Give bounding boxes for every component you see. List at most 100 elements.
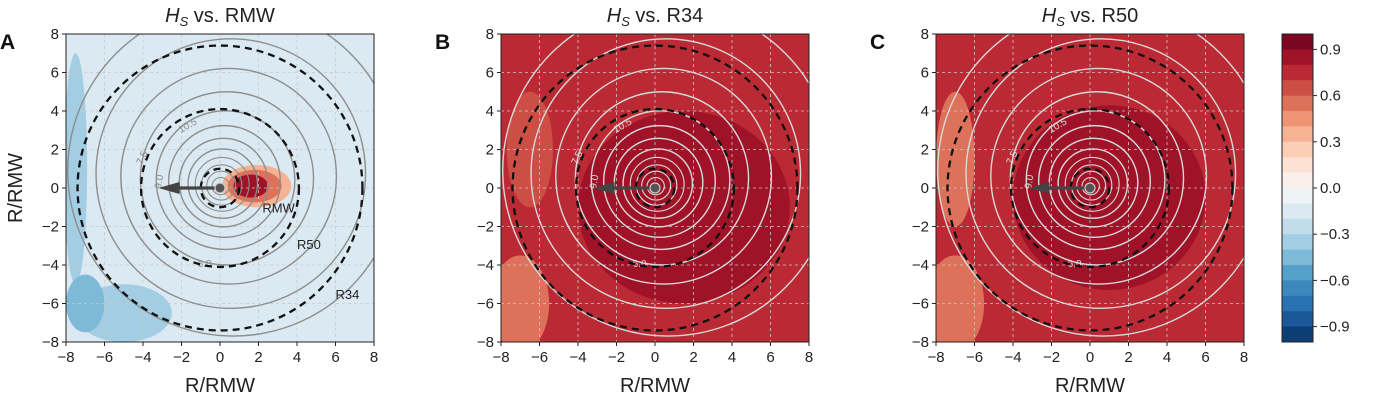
circle-label-rmw: RMW — [262, 200, 295, 215]
colorbar: 0.9 0.6 0.3 0.0 −0.3 −0.6 −0.9 — [1281, 33, 1350, 343]
contour-line — [120, 67, 338, 285]
contour-line — [629, 156, 685, 212]
y-tick-label: 6 — [921, 65, 929, 82]
y-tick-label: −4 — [477, 257, 494, 274]
y-tick-label: −2 — [477, 219, 494, 236]
x-tick-label: 4 — [728, 349, 736, 366]
contour-line — [139, 91, 315, 266]
x-axis-label: R/RMW — [620, 375, 690, 397]
contour-line — [646, 176, 665, 196]
y-tick-label: −6 — [477, 296, 494, 313]
x-tick-label: 8 — [370, 349, 378, 366]
contour-label: 7.5 — [570, 149, 586, 167]
colorbar-tick-label: 0.0 — [1320, 180, 1341, 197]
circle-r34 — [511, 44, 799, 332]
circle-r34 — [946, 44, 1234, 332]
contour-line — [1057, 148, 1129, 219]
contour-label: 7.5 — [135, 149, 151, 167]
x-tick-label: −2 — [173, 349, 190, 366]
contour-label: 9.0 — [588, 174, 601, 190]
x-tick-label: −8 — [927, 349, 944, 366]
circle-r34 — [76, 44, 364, 332]
colorbar-tick-label: 0.9 — [1320, 41, 1341, 58]
panel-letter: B — [435, 31, 450, 54]
x-tick-label: 4 — [1163, 349, 1171, 366]
colorbar-step — [1282, 311, 1313, 328]
colorbar-step — [1282, 95, 1313, 112]
x-axis-label: R/RMW — [185, 375, 255, 397]
colorbar-step — [1282, 141, 1313, 158]
contour-line — [67, 34, 374, 337]
field-layer: 7.59.010.56.0 — [501, 34, 809, 342]
colorbar-step — [1282, 188, 1313, 204]
x-tick-label: −8 — [57, 349, 74, 366]
y-tick-label: 2 — [51, 142, 59, 159]
field-layer: 7.59.010.56.0 — [936, 34, 1244, 342]
colorbar-step — [1282, 265, 1313, 281]
contour-line — [590, 110, 731, 251]
x-tick-label: 2 — [1124, 349, 1132, 366]
colorbar-step — [1282, 172, 1313, 189]
colorbar-tick-label: 0.6 — [1320, 88, 1341, 105]
field-blob — [936, 91, 975, 227]
x-tick-label: 0 — [216, 349, 224, 366]
x-tick-label: −8 — [492, 349, 509, 366]
contour-line — [965, 38, 1237, 310]
colorbar-step — [1282, 49, 1313, 66]
y-tick-label: 0 — [51, 180, 59, 197]
contour-line — [155, 110, 296, 251]
field-blob — [936, 255, 985, 342]
colorbar-tick-label: −0.9 — [1320, 319, 1350, 336]
y-tick-label: 0 — [921, 180, 929, 197]
contour-line — [1076, 170, 1107, 201]
y-tick-label: −4 — [42, 257, 59, 274]
panel-c: 7.59.010.56.0 −8 −6 −4 −2 0 2 4 6 8 −8 −6 −4 −2 0 2 4 6 8 H… — [870, 5, 1248, 397]
motion-arrow-head — [158, 182, 180, 194]
contour-line — [641, 170, 672, 201]
storm-center-marker — [1084, 182, 1096, 194]
contour-label: 6.0 — [1068, 259, 1082, 270]
contour-line — [1009, 91, 1185, 266]
contour-line — [1037, 124, 1151, 238]
contour-label: 9.0 — [1023, 174, 1036, 190]
x-tick-label: 0 — [1086, 349, 1094, 366]
y-tick-label: 8 — [51, 26, 59, 43]
contour-line — [622, 148, 694, 219]
field-layer: 7.59.010.56.0 — [66, 34, 374, 342]
circle-label-r34: R34 — [336, 287, 360, 302]
colorbar-tick-label: −0.3 — [1320, 226, 1350, 243]
contour-line — [555, 67, 773, 285]
x-tick-label: −6 — [966, 349, 983, 366]
y-tick-label: −2 — [42, 219, 59, 236]
y-tick-label: −2 — [912, 219, 929, 236]
motion-arrow-head — [1028, 182, 1050, 194]
colorbar-step — [1282, 249, 1313, 266]
y-tick-label: −8 — [912, 334, 929, 351]
colorbar-step — [1282, 218, 1313, 235]
contour-line — [1081, 176, 1100, 196]
y-axis-label: R/RMW — [5, 153, 27, 223]
y-tick-label: 8 — [921, 26, 929, 43]
colorbar-step — [1282, 34, 1313, 50]
circle-r50 — [574, 107, 736, 269]
y-tick-label: 4 — [51, 103, 59, 120]
x-tick-label: −4 — [134, 349, 151, 366]
x-tick-label: 2 — [689, 349, 697, 366]
colorbar-step — [1282, 157, 1313, 174]
colorbar-step — [1282, 126, 1313, 143]
panel-b: 7.59.010.56.0 −8 −6 −4 −2 0 2 4 6 8 −8 −6 −4 −2 0 2 4 6 8 H… — [435, 5, 813, 397]
field-blob — [501, 255, 550, 342]
x-tick-label: −6 — [96, 349, 113, 366]
contour-line — [194, 156, 250, 212]
colorbar-tick-label: 0.3 — [1320, 134, 1341, 151]
panel-letter: A — [0, 31, 15, 54]
contour-line — [990, 67, 1208, 285]
field-blob — [233, 174, 269, 198]
contour-line — [574, 91, 750, 266]
y-tick-label: 8 — [486, 26, 494, 43]
x-tick-label: −4 — [1004, 349, 1021, 366]
x-tick-label: 2 — [254, 349, 262, 366]
colorbar-step — [1282, 295, 1313, 312]
colorbar-step — [1282, 326, 1313, 343]
